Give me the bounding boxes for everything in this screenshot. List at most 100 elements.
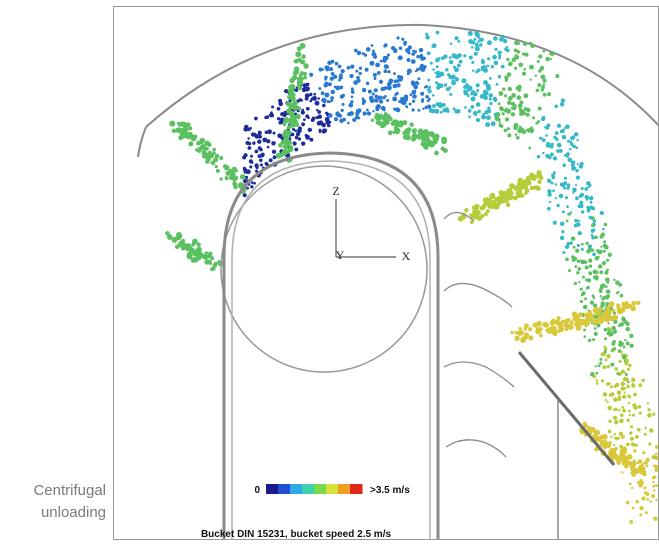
belt-outer [222, 151, 440, 539]
particle [514, 54, 518, 58]
particle [358, 71, 362, 76]
particle [489, 101, 493, 106]
particle [361, 99, 367, 104]
particle [410, 59, 416, 64]
particle [572, 187, 577, 193]
particle [596, 310, 601, 316]
particle [651, 454, 656, 460]
particle [167, 234, 173, 240]
particle [295, 88, 299, 92]
particle [602, 352, 606, 356]
particle [446, 109, 450, 113]
particle [356, 75, 360, 80]
particle [561, 134, 567, 140]
particle [299, 60, 304, 64]
particle [575, 146, 579, 150]
particle [624, 358, 630, 363]
particle [176, 121, 181, 126]
particle [327, 60, 332, 66]
particle [510, 106, 514, 110]
particle [375, 107, 380, 112]
particle [483, 95, 488, 101]
particle [470, 92, 474, 96]
particle [493, 60, 499, 66]
particle [632, 403, 637, 408]
particle [573, 132, 579, 137]
particle [510, 112, 516, 117]
particle [169, 120, 176, 127]
particle [559, 235, 565, 241]
particle [599, 357, 603, 361]
particle [504, 117, 510, 122]
particle [516, 49, 521, 54]
particle [569, 147, 572, 151]
particle [524, 332, 530, 338]
particle [329, 76, 334, 81]
particle [600, 379, 605, 383]
particle [188, 247, 194, 252]
particle [519, 100, 524, 105]
particle [618, 408, 621, 412]
particle [294, 129, 298, 133]
particle [589, 196, 594, 201]
particle [394, 124, 399, 128]
particle [526, 108, 531, 113]
particle [588, 317, 594, 322]
particle [411, 52, 415, 56]
particle [294, 147, 299, 152]
particle [361, 52, 365, 56]
particle [626, 418, 630, 423]
particle [547, 189, 552, 194]
particle [626, 367, 630, 371]
particle [542, 92, 547, 97]
particle [637, 404, 642, 409]
particle [265, 115, 270, 119]
colorbar-segment [326, 484, 339, 494]
particle [521, 110, 527, 116]
particle [592, 303, 598, 308]
particle [395, 130, 400, 135]
particle [628, 482, 632, 486]
particle [514, 335, 520, 342]
particle [350, 95, 354, 99]
particle [498, 121, 502, 124]
particle [340, 108, 344, 113]
particle [657, 487, 658, 489]
particle [171, 236, 178, 243]
particle [566, 140, 570, 143]
particle [483, 212, 488, 217]
particle [247, 146, 252, 150]
particle [542, 78, 547, 83]
particle [636, 300, 641, 306]
particle [398, 100, 401, 103]
particle [383, 69, 388, 74]
particle [542, 321, 549, 328]
particle [232, 181, 237, 186]
particle [625, 321, 630, 327]
particle [264, 130, 269, 135]
particle [357, 108, 362, 113]
particle [441, 138, 447, 145]
particle [594, 275, 599, 280]
particle [441, 102, 446, 107]
particle [447, 73, 451, 77]
particle [596, 323, 601, 328]
particle [598, 317, 603, 323]
particle [449, 92, 453, 97]
particle [365, 81, 370, 86]
particle [482, 64, 486, 68]
particle [550, 322, 555, 326]
particle [233, 185, 238, 190]
particle [608, 328, 611, 331]
particle [412, 94, 417, 99]
particle [630, 442, 635, 447]
particle [448, 59, 454, 65]
particle [629, 519, 634, 524]
particle [488, 93, 493, 98]
particle [407, 45, 412, 50]
particle [579, 161, 584, 166]
particle [237, 182, 244, 189]
particle [585, 198, 589, 201]
particle [342, 117, 347, 122]
particle [556, 149, 560, 153]
